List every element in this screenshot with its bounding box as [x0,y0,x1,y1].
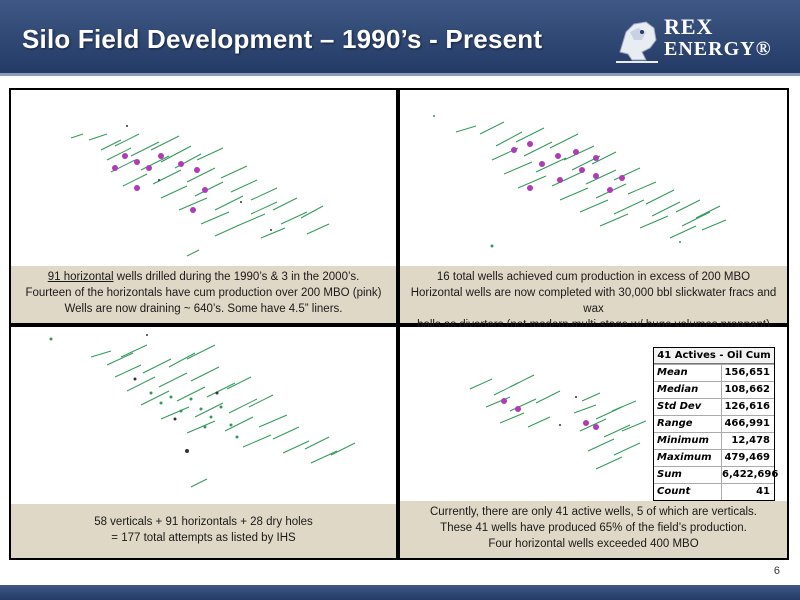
stats-value: 41 [756,486,770,497]
stats-label: Median [654,382,722,398]
well-map-all-attempts [49,334,356,488]
caption-bottom-left: 58 verticals + 91 horizontals + 28 dry h… [11,504,396,558]
logo-text-rex: REX [664,14,714,39]
oil-cum-stats-table: 41 Actives - Oil Cum Mean 156,651 Median 1… [653,347,778,501]
caption-top-left: 91 horizontal wells drilled during the 1… [11,266,396,323]
stats-row-std-dev: Std Dev 126,616 [654,398,774,415]
slide-header [0,0,800,73]
caption-top-left-line1: 91 horizontal wells drilled during the 1… [11,269,396,285]
stats-label: Mean [654,365,722,381]
stats-value: 6,422,696 [722,469,779,480]
caption-bottom-right: Currently, there are only 41 active well… [400,501,787,558]
stats-label: Count [654,484,722,500]
caption-top-right-line1: 16 total wells achieved cum production i… [436,271,751,283]
panel-top-left: 91 horizontal wells drilled during the 1… [11,90,396,323]
panel-top-right: 16 total wells achieved cum production i… [400,90,787,331]
stats-label: Sum [654,467,722,483]
panel-grid: 91 horizontal wells drilled during the 1… [9,88,789,560]
stats-row-sum: Sum 6,422,696 [654,466,778,483]
stats-value: 108,662 [724,384,770,395]
caption-top-left-line2: Fourteen of the horizontals have cum pro… [25,287,382,299]
stats-row-minimum: Minimum 12,478 [654,432,774,449]
caption-bottom-right-line2: These 41 wells have produced 65% of the … [440,522,747,534]
stats-table-title: 41 Actives - Oil Cum [654,348,774,364]
header-divider [0,73,800,76]
slide-title: Silo Field Development – 1990’s - Presen… [22,24,543,54]
caption-bottom-left-line1: 58 verticals + 91 horizontals + 28 dry h… [94,516,313,528]
panel-bottom-left: 58 verticals + 91 horizontals + 28 dry h… [11,327,396,558]
slide-footer-bar [0,585,800,600]
stats-label: Std Dev [654,399,722,415]
stats-label: Range [654,416,722,432]
caption-top-right: 16 total wells achieved cum production i… [400,266,787,331]
stats-value: 12,478 [731,435,770,446]
stats-value: 466,991 [724,418,770,429]
rex-energy-logo: REX ENERGY® [612,12,792,68]
stats-row-range: Range 466,991 [654,415,774,432]
caption-top-right-line2: Horizontal wells are now completed with … [410,287,777,315]
stats-row-count: Count 41 [654,483,774,500]
stats-label: Minimum [654,433,722,449]
caption-underlined-count: 91 horizontal [47,271,114,283]
stats-label: Maximum [654,450,722,466]
caption-bottom-right-line1: Currently, there are only 41 active well… [429,506,758,518]
well-map-active [469,374,647,470]
well-map-200mbo [433,115,727,248]
stats-value: 156,651 [724,367,770,378]
stats-row-maximum: Maximum 479,469 [654,449,774,466]
lion-emblem-icon [616,21,658,63]
stats-row-median: Median 108,662 [654,381,774,398]
well-map-horizontals [70,125,330,257]
stats-row-mean: Mean 156,651 [654,364,774,381]
logo-text-energy: ENERGY® [664,38,772,60]
caption-top-left-line3: Wells are now draining ~ 640’s. Some hav… [64,303,343,315]
page-number: 6 [773,565,780,577]
stats-value: 126,616 [724,401,770,412]
caption-bottom-right-line3: Four horizontal wells exceeded 400 MBO [488,538,699,550]
caption-top-left-line1-rest: wells drilled during the 1990’s & 3 in t… [113,271,360,283]
stats-value: 479,469 [724,452,770,463]
caption-bottom-left-line2: = 177 total attempts as listed by IHS [111,532,296,544]
